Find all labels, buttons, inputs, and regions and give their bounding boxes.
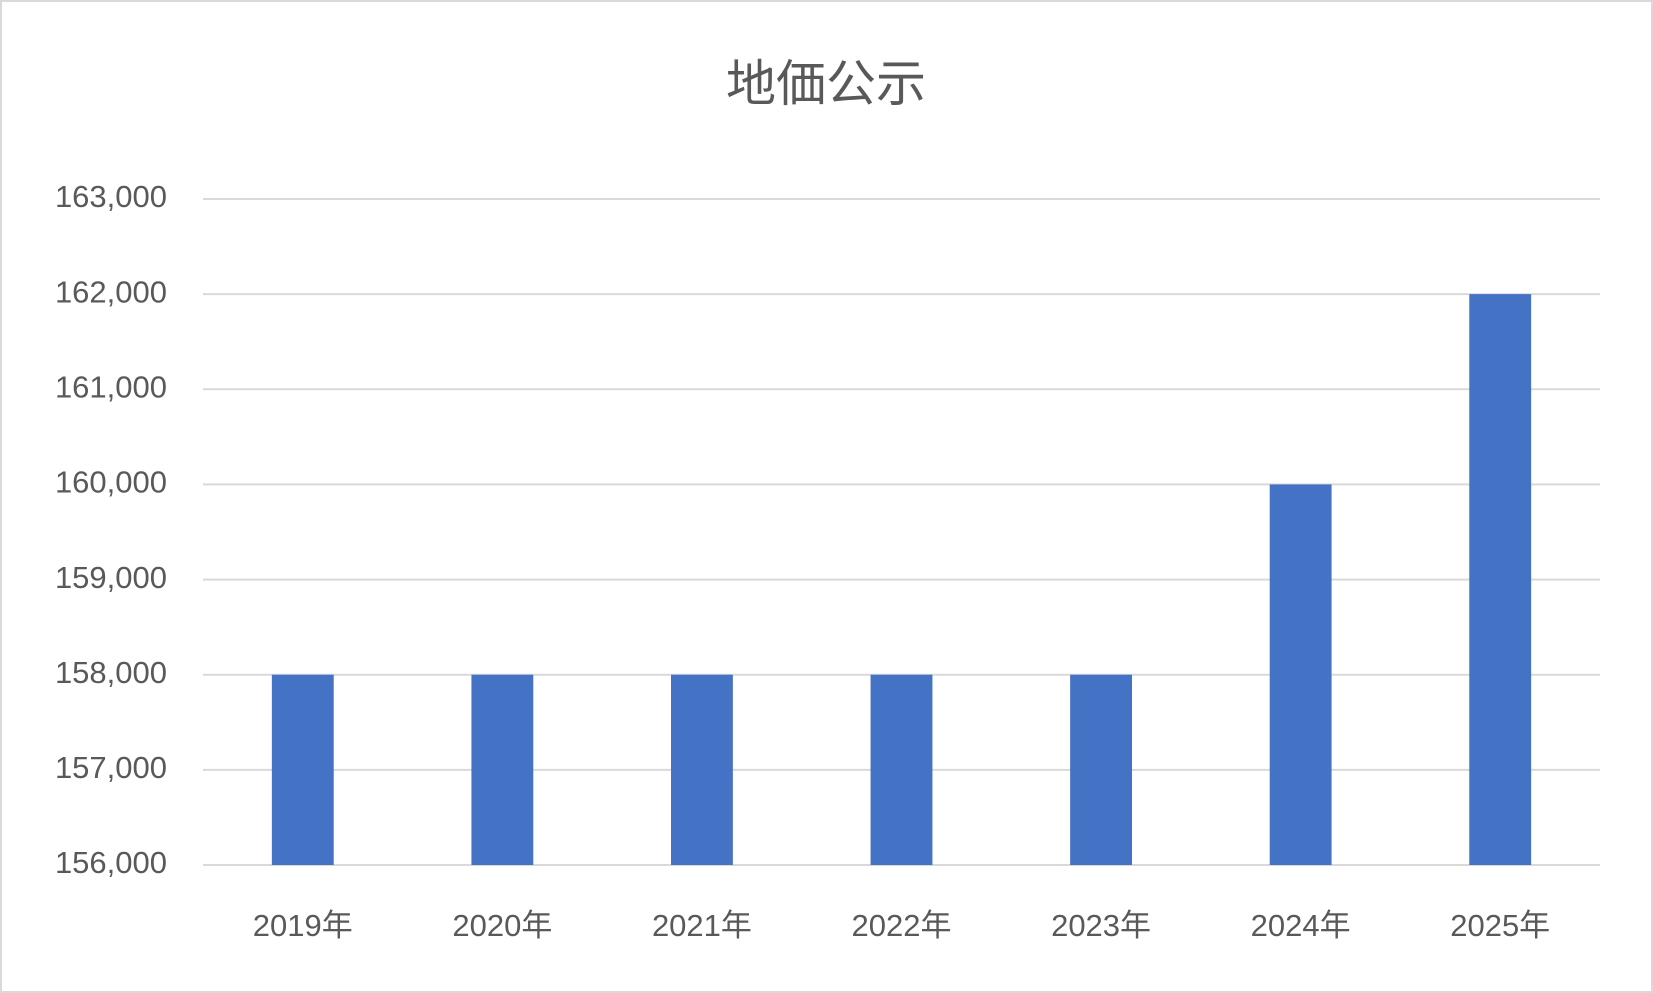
bar	[1070, 674, 1133, 865]
bar	[471, 674, 534, 865]
y-tick-label: 160,000	[55, 465, 167, 500]
y-tick-label: 156,000	[55, 845, 167, 880]
y-tick-label: 158,000	[55, 655, 167, 690]
bar	[1269, 484, 1332, 865]
y-tick-label: 161,000	[55, 369, 167, 404]
y-tick-label: 163,000	[55, 179, 167, 214]
x-tick-label: 2023年	[1051, 908, 1151, 943]
x-tick-label: 2025年	[1450, 908, 1550, 943]
bar	[271, 674, 334, 865]
y-tick-label: 162,000	[55, 274, 167, 309]
x-tick-label: 2019年	[253, 908, 353, 943]
x-tick-label: 2021年	[652, 908, 752, 943]
x-tick-label: 2022年	[852, 908, 952, 943]
bar	[670, 674, 733, 865]
x-tick-label: 2024年	[1251, 908, 1351, 943]
y-tick-label: 157,000	[55, 750, 167, 785]
bar	[870, 674, 933, 865]
chart-title: 地価公示	[726, 56, 926, 112]
y-tick-label: 159,000	[55, 560, 167, 595]
x-tick-label: 2020年	[452, 908, 552, 943]
bar	[1469, 294, 1532, 866]
